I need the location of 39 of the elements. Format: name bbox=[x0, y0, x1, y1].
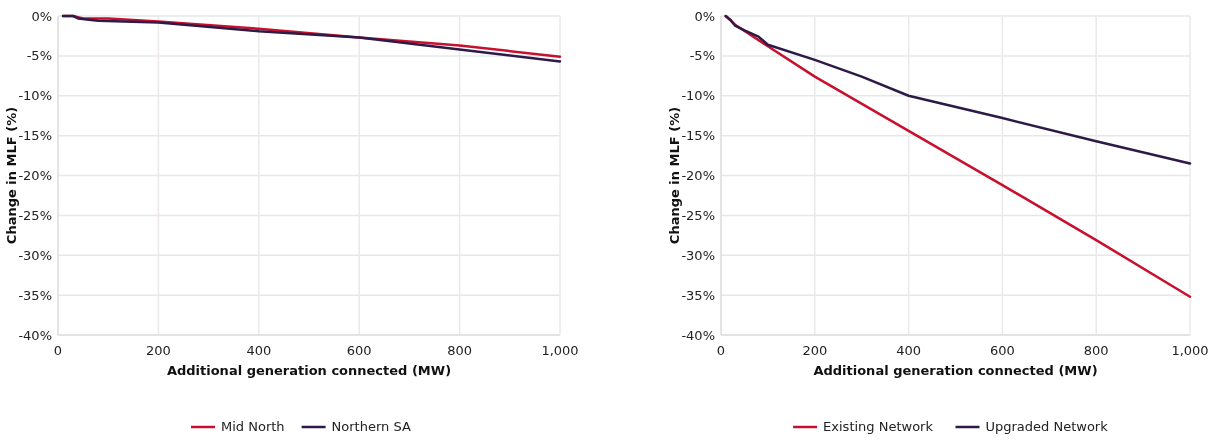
x-tick-label: 200 bbox=[802, 343, 828, 358]
legend-label: Existing Network bbox=[823, 419, 934, 434]
y-tick-label: -35% bbox=[18, 287, 52, 303]
x-tick-label: 1,000 bbox=[541, 343, 579, 358]
line-series bbox=[724, 14, 1192, 165]
x-tick-label: 400 bbox=[246, 343, 272, 358]
y-tick-label: -15% bbox=[681, 128, 715, 144]
y-tick-label: -20% bbox=[681, 168, 715, 184]
x-tick-label: 0 bbox=[53, 343, 63, 358]
legend-label: Mid North bbox=[221, 419, 285, 434]
y-tick-label: -30% bbox=[681, 247, 715, 263]
y-tick-label: -40% bbox=[18, 327, 52, 343]
x-tick-label: 800 bbox=[1083, 343, 1109, 358]
x-tick-label: 200 bbox=[145, 343, 171, 358]
y-tick-label: -30% bbox=[18, 247, 52, 263]
y-tick-label: 0% bbox=[694, 8, 715, 24]
y-axis-title: Change in MLF (%) bbox=[667, 106, 682, 245]
y-axis-title: Change in MLF (%) bbox=[4, 106, 19, 245]
y-tick-label: -25% bbox=[18, 207, 52, 223]
y-tick-label: -10% bbox=[18, 88, 52, 104]
y-tick-label: 0% bbox=[31, 8, 52, 24]
x-tick-label: 600 bbox=[346, 343, 372, 358]
y-tick-label: -5% bbox=[689, 48, 715, 64]
x-axis-title: Additional generation connected (MW) bbox=[813, 363, 1098, 378]
y-tick-label: -10% bbox=[681, 88, 715, 104]
y-tick-label: -5% bbox=[26, 48, 52, 64]
x-tick-label: 400 bbox=[896, 343, 922, 358]
x-axis-title: Additional generation connected (MW) bbox=[166, 363, 452, 378]
y-tick-label: -25% bbox=[681, 207, 715, 223]
y-tick-label: -35% bbox=[681, 287, 715, 303]
x-tick-label: 800 bbox=[447, 343, 473, 358]
y-tick-label: -40% bbox=[681, 327, 715, 343]
x-tick-label: 1,000 bbox=[1171, 343, 1209, 358]
x-tick-label: 0 bbox=[716, 343, 726, 358]
y-tick-label: -15% bbox=[18, 128, 52, 144]
legend-label: Upgraded Network bbox=[985, 419, 1109, 434]
x-tick-label: 600 bbox=[989, 343, 1015, 358]
y-tick-label: -20% bbox=[18, 168, 52, 184]
legend-label: Northern SA bbox=[331, 419, 411, 434]
